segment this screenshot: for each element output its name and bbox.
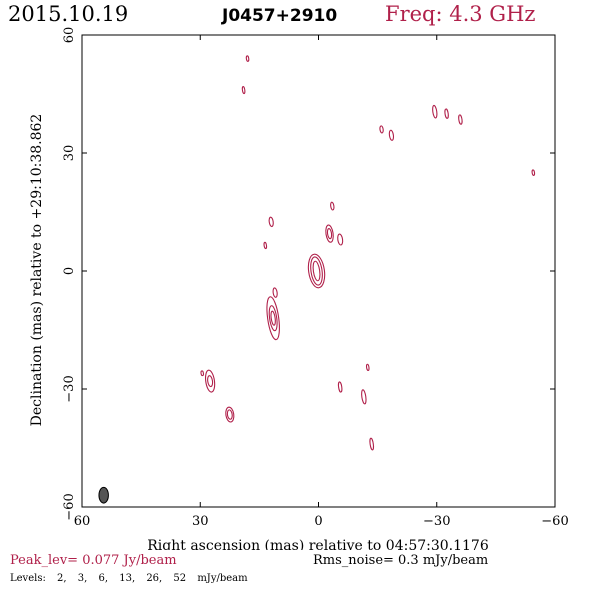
x-tick-label: 60 (74, 514, 91, 529)
contour-ring (369, 437, 375, 451)
frequency-label: Freq: 4.3 GHz (385, 2, 536, 26)
contour-ring (241, 86, 246, 95)
contour-ring (337, 381, 343, 393)
contour-ring (263, 241, 268, 250)
contour-levels: Levels: 2, 3, 6, 13, 26, 52 mJy/beam (10, 573, 256, 584)
contour-ring (204, 369, 216, 393)
contour-ring (325, 224, 334, 243)
contour-ring (245, 55, 250, 62)
contour-ring (268, 305, 278, 332)
contour-ring (270, 310, 276, 326)
x-axis-label: Right ascension (mas) relative to 04:57:… (147, 538, 489, 550)
level-value: 13, (119, 573, 136, 584)
level-value: 6, (98, 573, 109, 584)
level-value: 26, (146, 573, 163, 584)
contour-plot: 60 30 0 −30 −60 −60 −30 0 30 60 Right ascension (… (29, 27, 569, 550)
contour-ring (361, 389, 367, 405)
contour-ring (337, 233, 344, 246)
y-tick-label: −60 (62, 493, 77, 520)
contour-ring (365, 363, 370, 372)
contour-ring (268, 216, 274, 228)
beam-ellipse (98, 486, 109, 504)
level-value: 3, (77, 573, 88, 584)
level-unit: mJy/beam (197, 573, 248, 584)
contour-ring (330, 201, 335, 211)
y-tick-label: −30 (62, 375, 77, 402)
level-value: 2, (57, 573, 67, 584)
x-tick-label: 0 (314, 514, 322, 529)
contour-ring (444, 108, 449, 119)
contour-ring (310, 256, 323, 286)
contour-ring (531, 169, 536, 176)
source-name: J0457+2910 (222, 6, 338, 26)
x-tick-label: −30 (423, 514, 450, 529)
y-tick-label: 0 (62, 267, 77, 275)
plot-frame (81, 34, 556, 508)
contour-ring (312, 260, 321, 282)
y-axis-label: Declination (mas) relative to +29:10:38.… (29, 114, 45, 427)
x-tick-label: −60 (541, 514, 568, 529)
contour-ring (307, 253, 326, 289)
peak-level: Peak_lev= 0.077 Jy/beam (10, 553, 177, 568)
contour-ring (326, 228, 333, 240)
contour-ring (379, 125, 384, 134)
contour-ring (200, 370, 204, 377)
contour-layer (98, 55, 536, 504)
observation-date: 2015.10.19 (8, 2, 129, 26)
contour-ring (225, 406, 235, 423)
contour-ring (458, 114, 463, 125)
axis-ticks: 60 30 0 −30 −60 −60 −30 0 30 60 (62, 27, 569, 529)
level-value: 52 (173, 573, 187, 584)
contour-ring (207, 375, 214, 388)
contour-ring (266, 296, 280, 341)
levels-label: Levels: (10, 573, 46, 584)
rms-noise: Rms_noise= 0.3 mJy/beam (313, 553, 489, 568)
x-tick-label: 30 (192, 514, 209, 529)
contour-ring (432, 104, 438, 119)
contour-ring (388, 129, 395, 141)
plot-border (81, 34, 556, 508)
y-tick-label: 60 (62, 27, 77, 44)
contour-ring (272, 287, 278, 298)
contour-ring (226, 409, 233, 420)
y-tick-label: 30 (62, 145, 77, 162)
